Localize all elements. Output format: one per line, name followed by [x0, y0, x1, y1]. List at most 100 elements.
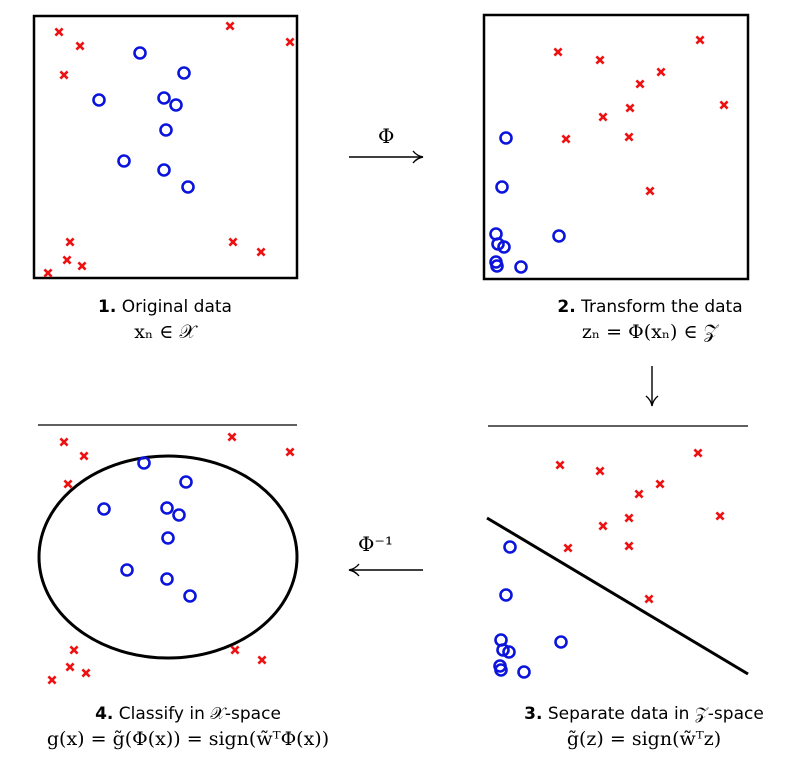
cross-marker [285, 447, 295, 457]
cross-marker [645, 186, 655, 196]
cross-marker [625, 103, 635, 113]
caption-math: xₙ ∈ 𝒳 [134, 321, 196, 343]
caption-transform: 2. Transform the data zₙ = Φ(xₙ) ∈ 𝒵 [520, 297, 780, 343]
cross-marker [595, 466, 605, 476]
circle-marker [552, 229, 566, 243]
cross-marker [256, 247, 266, 257]
caption-original: 1. Original data xₙ ∈ 𝒳 [60, 297, 270, 343]
circle-marker [137, 456, 151, 470]
cross-marker [230, 645, 240, 655]
cross-marker [635, 79, 645, 89]
cross-marker [65, 237, 75, 247]
cross-marker [624, 513, 634, 523]
caption-classify: 4. Classify in 𝒳-space g(x) = g̃(Φ(x)) =… [6, 704, 370, 750]
circle-marker [503, 540, 517, 554]
cross-marker [693, 448, 703, 458]
cross-marker [43, 268, 53, 278]
cross-marker [65, 662, 75, 672]
forward-arrow-label: Φ [378, 124, 395, 148]
cross-marker [47, 675, 57, 685]
cross-marker [77, 261, 87, 271]
circle-marker [490, 259, 504, 273]
circle-marker [514, 260, 528, 274]
circle-marker [160, 501, 174, 515]
circular-decision-boundary [37, 454, 299, 660]
circle-marker [92, 93, 106, 107]
caption-number: 2. [557, 297, 576, 317]
circle-marker [177, 66, 191, 80]
circle-marker [157, 91, 171, 105]
cross-marker [555, 460, 565, 470]
caption-title: Original data [121, 297, 232, 317]
caption-separate: 3. Separate data in 𝒵-space g̃(z) = sign… [506, 704, 782, 750]
circle-marker [172, 508, 186, 522]
cross-marker [624, 541, 634, 551]
circle-marker [97, 502, 111, 516]
circle-marker [120, 563, 134, 577]
circle-marker [183, 589, 197, 603]
caption-math: zₙ = Φ(xₙ) ∈ 𝒵 [581, 321, 719, 343]
cross-marker [595, 55, 605, 65]
caption-title: Separate data in 𝒵-space [547, 704, 764, 724]
circle-marker [494, 663, 508, 677]
inverse-arrow [348, 563, 423, 577]
cross-marker [644, 594, 654, 604]
down-arrow [645, 366, 659, 407]
circle-marker [554, 635, 568, 649]
circle-marker [497, 240, 511, 254]
cross-marker [225, 21, 235, 31]
cross-marker [285, 37, 295, 47]
cross-marker [561, 134, 571, 144]
cross-marker [598, 521, 608, 531]
circle-marker [133, 46, 147, 60]
inverse-arrow-label: Φ⁻¹ [358, 532, 393, 556]
cross-marker [624, 132, 634, 142]
cross-marker [59, 437, 69, 447]
cross-marker [228, 237, 238, 247]
cross-marker [81, 668, 91, 678]
circle-marker [499, 588, 513, 602]
panel-original-frame [32, 14, 299, 280]
caption-math: g̃(z) = sign(w̃ᵀz) [566, 728, 722, 750]
caption-title: Classify in 𝒳-space [118, 704, 281, 724]
cross-marker [54, 27, 64, 37]
caption-number: 4. [95, 704, 114, 724]
cross-marker [62, 255, 72, 265]
cross-marker [719, 100, 729, 110]
forward-arrow [349, 150, 424, 164]
caption-title: Transform the data [581, 297, 743, 317]
cross-marker [715, 511, 725, 521]
circle-marker [502, 645, 516, 659]
caption-math: g(x) = g̃(Φ(x)) = sign(w̃ᵀΦ(x)) [46, 728, 330, 750]
caption-number: 3. [524, 704, 543, 724]
circle-marker [161, 531, 175, 545]
circle-marker [159, 123, 173, 137]
circle-marker [517, 665, 531, 679]
circle-marker [160, 572, 174, 586]
circle-marker [117, 154, 131, 168]
cross-marker [553, 47, 563, 57]
circle-marker [181, 180, 195, 194]
linear-decision-boundary [486, 516, 749, 676]
circle-marker [496, 643, 510, 657]
cross-marker [598, 112, 608, 122]
cross-marker [63, 479, 73, 489]
circle-marker [169, 98, 183, 112]
cross-marker [695, 35, 705, 45]
cross-marker [227, 432, 237, 442]
cross-marker [656, 67, 666, 77]
cross-marker [69, 645, 79, 655]
panel-transform-frame [482, 13, 750, 281]
cross-marker [79, 451, 89, 461]
cross-marker [75, 41, 85, 51]
cross-marker [59, 70, 69, 80]
cross-marker [563, 543, 573, 553]
caption-number: 1. [98, 297, 117, 317]
circle-marker [157, 163, 171, 177]
cross-marker [655, 479, 665, 489]
circle-marker [499, 131, 513, 145]
circle-marker [495, 180, 509, 194]
circle-marker [179, 475, 193, 489]
cross-marker [634, 489, 644, 499]
